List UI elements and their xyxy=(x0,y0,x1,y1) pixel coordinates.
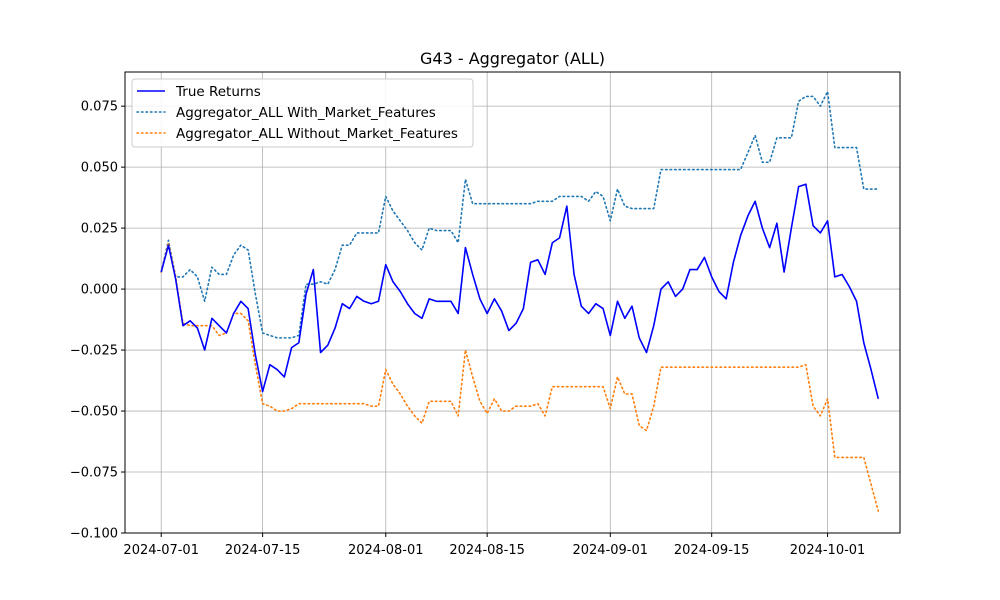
x-tick-label: 2024-08-01 xyxy=(348,543,424,558)
legend-label: Aggregator_ALL Without_Market_Features xyxy=(176,126,458,142)
y-tick-label: 0.050 xyxy=(81,161,118,176)
y-tick-label: −0.075 xyxy=(70,466,118,481)
x-tick-label: 2024-08-15 xyxy=(449,543,525,558)
y-tick-label: 0.075 xyxy=(81,100,118,115)
legend-label: True Returns xyxy=(175,84,261,100)
series-line-aggregator-all-without-market-features xyxy=(160,241,880,512)
axis-ticks: 2024-07-01 2024-07-15 2024-08-01 2024-08-15… xyxy=(70,100,865,558)
y-tick-label: 0.025 xyxy=(81,222,118,237)
x-tick-label: 2024-10-01 xyxy=(790,543,866,558)
x-tick-label: 2024-09-01 xyxy=(572,543,648,558)
y-tick-label: −0.050 xyxy=(70,405,118,420)
x-tick-label: 2024-09-15 xyxy=(674,543,750,558)
legend-label: Aggregator_ALL With_Market_Features xyxy=(176,105,436,121)
series-line-true-returns xyxy=(160,183,880,400)
x-tick-label: 2024-07-01 xyxy=(123,543,199,558)
y-tick-label: −0.100 xyxy=(70,527,118,542)
x-tick-label: 2024-07-15 xyxy=(225,543,301,558)
series-line-aggregator-all-with-market-features xyxy=(160,90,880,339)
legend-box xyxy=(131,78,474,148)
plot-frame xyxy=(124,71,901,534)
y-tick-label: −0.025 xyxy=(70,344,118,359)
legend: True Returns Aggregator_ALL With_Market_F… xyxy=(131,78,474,148)
series-layer xyxy=(160,90,880,512)
y-tick-label: 0.000 xyxy=(81,283,118,298)
chart-title: G43 - Aggregator (ALL) xyxy=(420,49,605,68)
